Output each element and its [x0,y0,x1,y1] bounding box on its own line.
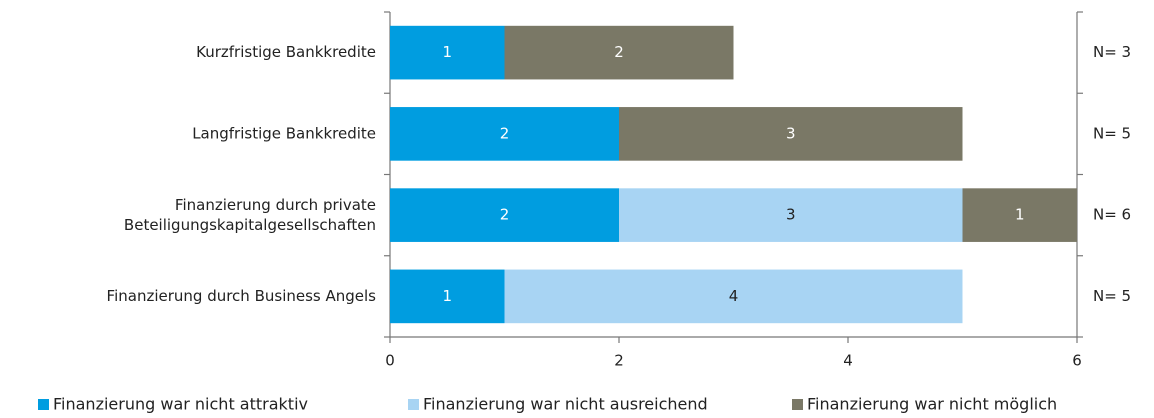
category-label: Langfristige Bankkredite [192,124,376,142]
bar-segment [962,188,1077,242]
bar-segment [619,188,963,242]
category-label: Finanzierung durch Business Angels [107,287,377,305]
x-tick-label: 6 [1072,352,1082,370]
bar-segment [504,269,963,324]
x-tick-label: 4 [843,352,853,370]
bar-segment [390,188,619,242]
data-label: 2 [500,124,510,142]
data-label: 1 [1015,206,1025,224]
category-label: Kurzfristige Bankkredite [196,43,376,61]
n-label: N= 5 [1093,124,1131,142]
legend-swatch [38,399,49,410]
legend-swatch [408,399,419,410]
bar-segment [390,269,505,324]
x-tick-label: 0 [385,352,395,370]
data-label: 1 [442,287,452,305]
x-tick-label: 2 [614,352,624,370]
data-label: 3 [786,206,796,224]
data-label: 4 [729,287,739,305]
bar-segment [504,25,734,80]
data-label: 3 [786,124,796,142]
n-label: N= 5 [1093,287,1131,305]
legend-label: Finanzierung war nicht attraktiv [53,395,308,414]
bar-segment [619,107,963,161]
n-label: N= 3 [1093,43,1131,61]
data-label: 2 [500,206,510,224]
legend-label: Finanzierung war nicht ausreichend [423,395,708,414]
data-label: 1 [442,43,452,61]
bar-segment [390,25,505,80]
category-label: Finanzierung durch private Beteiligungska… [124,196,376,234]
bar-segment [390,107,619,161]
n-label: N= 6 [1093,206,1131,224]
legend-label: Finanzierung war nicht möglich [807,395,1057,414]
legend-swatch [792,399,803,410]
data-label: 2 [614,43,624,61]
